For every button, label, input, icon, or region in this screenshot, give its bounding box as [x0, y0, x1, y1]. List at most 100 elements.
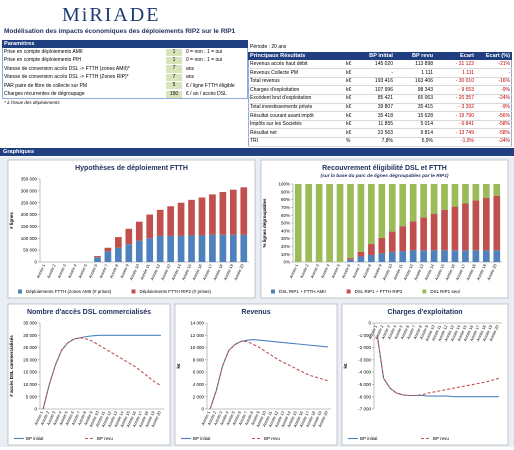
- y-tick-label: 0: [201, 407, 204, 412]
- bar: [229, 234, 237, 262]
- legend-swatch: [422, 289, 427, 294]
- results-cell: 9 814: [420, 129, 433, 136]
- results-cell: k€: [346, 86, 352, 93]
- bar: [482, 184, 490, 199]
- bar: [315, 184, 323, 262]
- param-value: 7: [166, 65, 182, 73]
- y-tick-label: 50%: [281, 221, 290, 226]
- y-tick-label: 300 000: [21, 188, 38, 193]
- y-tick-label: 35 000: [23, 321, 37, 326]
- results-cell: 1 111: [421, 69, 433, 76]
- results-row-line: [248, 102, 512, 103]
- legend-swatch: [18, 289, 22, 294]
- results-cell: 35 418: [377, 112, 393, 119]
- bar: [357, 256, 365, 262]
- results-cell: -: [508, 69, 510, 76]
- bar: [493, 184, 501, 196]
- results-cell: 5 014: [420, 121, 433, 128]
- x-tick-label: Année 2: [299, 263, 310, 279]
- y-tick-label: 10%: [281, 252, 290, 257]
- legend-swatch: [131, 289, 136, 294]
- bar: [420, 217, 427, 251]
- results-cell: 35 415: [417, 104, 433, 110]
- bar: [167, 235, 174, 262]
- y-tick-label: 20%: [281, 244, 290, 249]
- chart-panel: [341, 303, 509, 446]
- bar: [409, 250, 417, 262]
- bar: [177, 235, 185, 262]
- results-cell: 5,9%: [421, 138, 433, 145]
- bar: [294, 184, 302, 262]
- y-tick-label: 2 000: [193, 394, 205, 399]
- line-series: [376, 335, 499, 398]
- results-cell: k€: [346, 129, 352, 136]
- results-cell: -24%: [498, 95, 510, 102]
- chart-title: Revenus: [241, 309, 270, 316]
- results-row-line: [248, 85, 512, 86]
- x-tick-label: Année 6: [64, 410, 75, 426]
- results-row-line: [248, 76, 512, 78]
- y-axis-label: % lignes dégroupables: [262, 198, 267, 248]
- y-tick-label: 30%: [281, 236, 290, 241]
- params-note: * à l'issue des déploiements: [4, 100, 60, 106]
- chart-panel: [174, 303, 338, 446]
- bar: [409, 184, 417, 222]
- results-cell: 65 063: [417, 95, 433, 102]
- x-tick-label: Année 4: [67, 263, 78, 279]
- x-tick-label: Année 3: [380, 324, 391, 340]
- legend-label: BP initial: [360, 436, 377, 441]
- section-header: Graphiques: [0, 148, 514, 156]
- x-tick-label: Année 1: [367, 324, 378, 340]
- param-label: Prise en compte déploiements PIH: [4, 57, 81, 64]
- results-cell: Résultat courant avant impôt: [250, 112, 314, 119]
- bar: [219, 234, 227, 262]
- bar: [430, 213, 438, 251]
- x-tick-label: Année 2: [46, 263, 57, 279]
- x-tick-label: Année 5: [225, 410, 236, 426]
- bar: [482, 250, 490, 262]
- results-row-line: [248, 111, 512, 112]
- bar: [209, 194, 216, 235]
- results-cell: Excédent brut d'exploitation: [250, 95, 312, 102]
- bar: [441, 209, 448, 251]
- results-cell: -21%: [498, 61, 510, 67]
- x-tick-label: Année 6: [341, 263, 352, 279]
- y-axis-label: k€: [343, 363, 348, 369]
- bar: [472, 200, 480, 251]
- y-tick-label: 5 000: [26, 394, 38, 399]
- bar: [240, 234, 248, 262]
- line-series: [42, 334, 161, 410]
- bar: [167, 206, 174, 236]
- x-tick-label: Année 7: [351, 263, 362, 279]
- param-unit: ans: [186, 65, 195, 72]
- x-tick-label: Année 4: [52, 410, 63, 426]
- results-cell: 23 563: [377, 129, 393, 136]
- params-header: Paramètres: [2, 40, 248, 48]
- legend-label: DSL RIP1 seul: [430, 289, 459, 294]
- bar: [462, 203, 469, 251]
- x-tick-label: Année 2: [39, 410, 50, 426]
- results-period: Période : 20 ans: [250, 44, 287, 50]
- results-cell: - 9 653: [458, 86, 474, 93]
- x-tick-label: Année 7: [406, 324, 417, 340]
- legend-swatch: [271, 289, 275, 294]
- x-tick-label: Année 8: [361, 263, 372, 279]
- bar: [229, 189, 237, 235]
- bar: [420, 184, 427, 218]
- x-tick-label: Année 7: [70, 410, 81, 426]
- charts-area: Hypothèses de déploiement FTTH # lignes 0 5…: [0, 157, 514, 447]
- bar: [430, 184, 438, 214]
- param-value: 7: [166, 73, 182, 82]
- results-cell: k€: [346, 69, 352, 76]
- bar: [177, 202, 185, 236]
- bar: [430, 250, 438, 262]
- results-column-header: BP revu: [411, 53, 433, 59]
- y-tick-label: 80%: [281, 197, 290, 202]
- results-cell: 193 416: [374, 78, 393, 85]
- x-tick-label: Année 4: [219, 410, 230, 426]
- results-cell: k€: [346, 95, 352, 102]
- x-tick-label: Année 1: [35, 263, 46, 279]
- results-cell: - 31 122: [455, 61, 474, 67]
- chart-title: Recouvrement éligibilité DSL et FTTH: [322, 165, 447, 172]
- bar: [451, 184, 459, 207]
